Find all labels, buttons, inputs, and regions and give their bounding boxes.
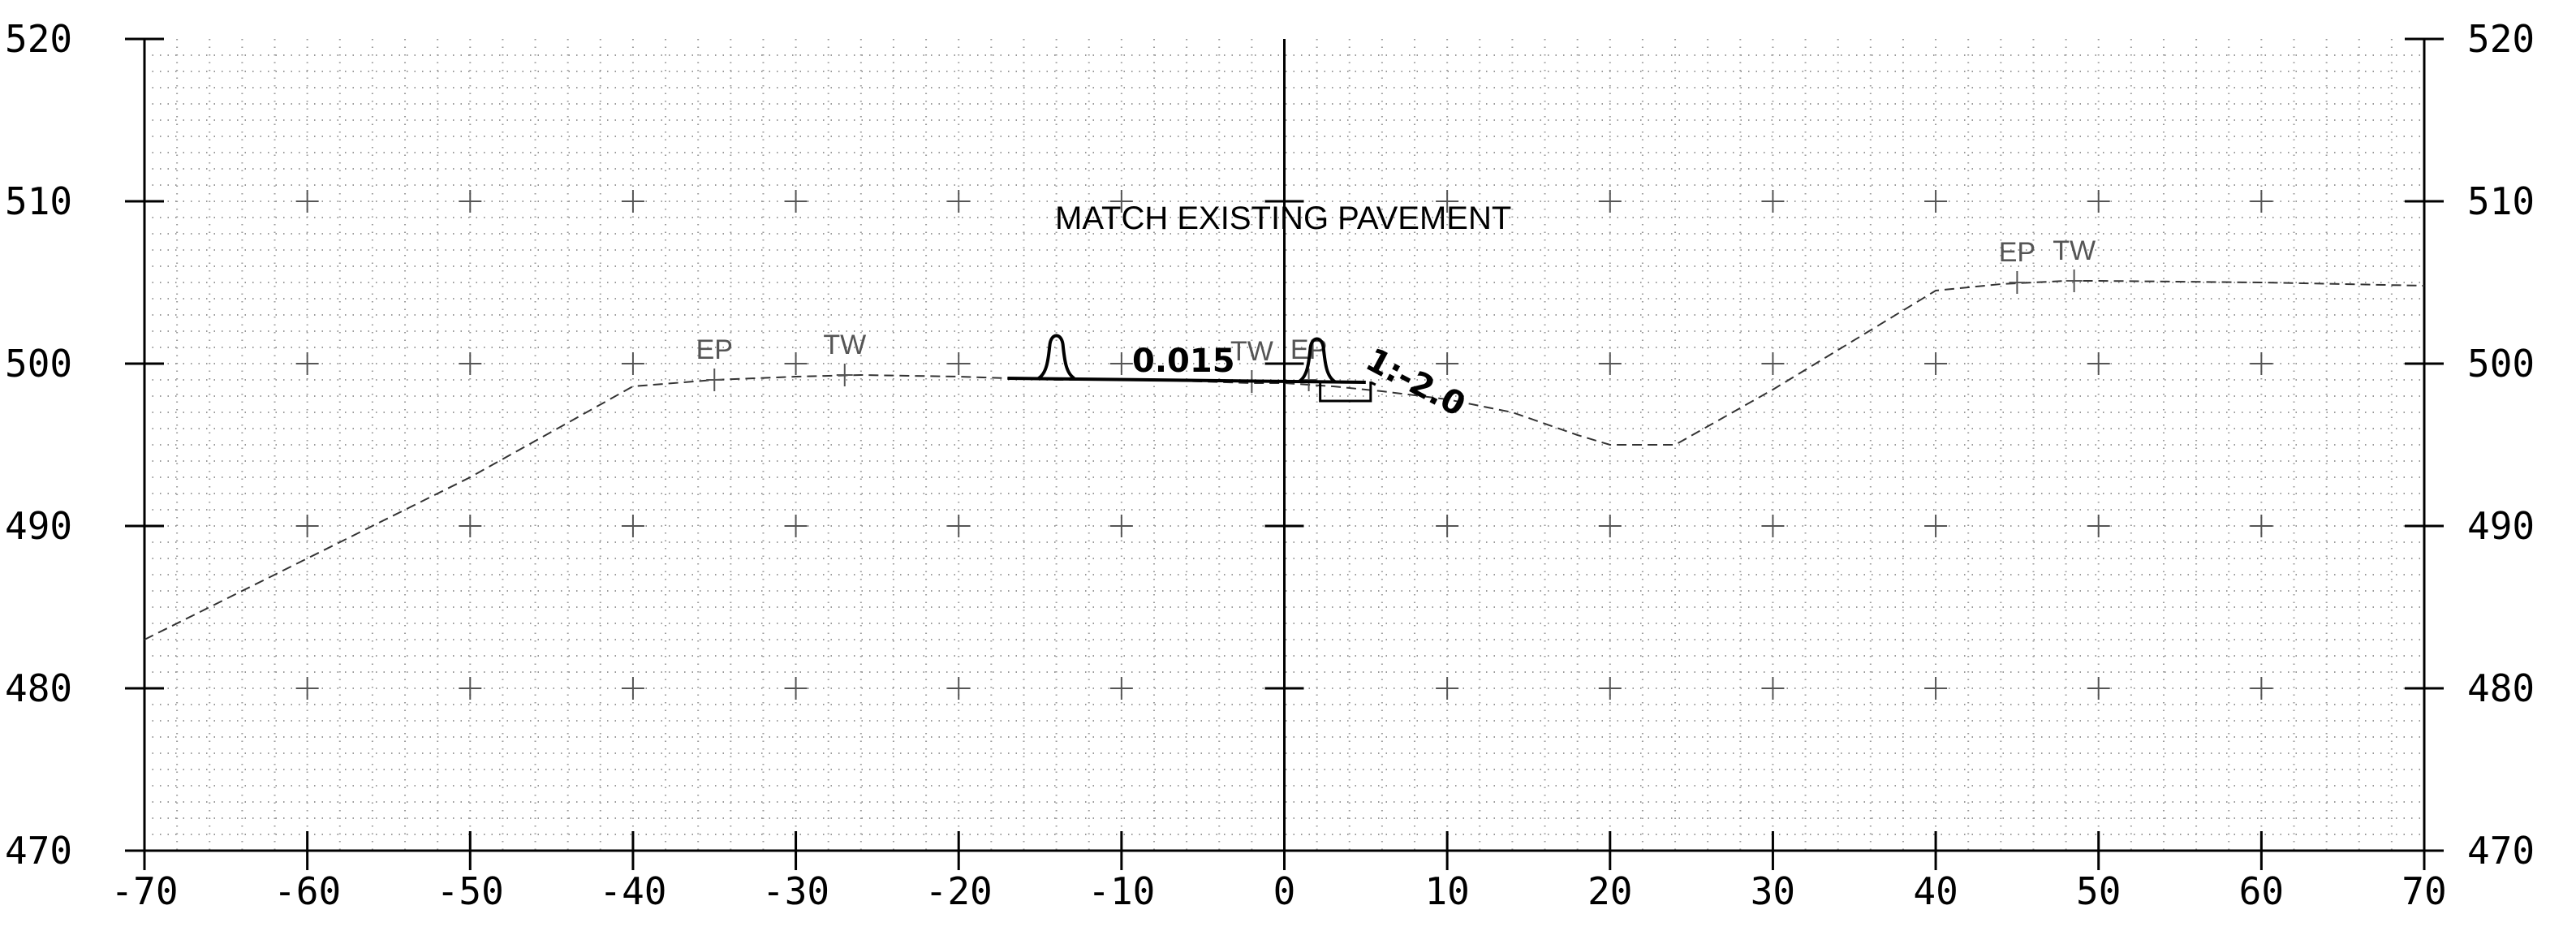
x-tick-label: -10 bbox=[1088, 869, 1155, 913]
y-tick-label-right: 520 bbox=[2467, 17, 2535, 61]
grid-plus-marker bbox=[784, 677, 808, 700]
grid-plus-marker bbox=[1598, 515, 1622, 537]
y-tick-labels-right: 470 480 490 500 510 520 bbox=[2467, 17, 2535, 873]
grid-plus-marker bbox=[947, 515, 971, 537]
x-tick-label: 50 bbox=[2076, 869, 2121, 913]
grid-plus-marker bbox=[295, 677, 319, 700]
grid-plus-marker bbox=[459, 515, 482, 537]
proposed-pavement-line bbox=[1007, 377, 1366, 384]
axes bbox=[125, 37, 2444, 870]
x-tick-label: -60 bbox=[274, 869, 341, 913]
grid-plus-marker bbox=[1598, 190, 1622, 213]
grid-plus-marker bbox=[947, 352, 971, 375]
concrete-barrier bbox=[1037, 334, 1075, 380]
grid-plus-marker bbox=[1109, 515, 1133, 537]
side-slope-tieline bbox=[1370, 381, 1376, 386]
grid-plus-marker bbox=[1436, 677, 1459, 700]
grid-plus-marker bbox=[947, 190, 971, 213]
y-tick-labels-left: 470 480 490 500 510 520 bbox=[5, 17, 72, 873]
x-tick-label: 20 bbox=[1587, 869, 1632, 913]
grid-plus-marker bbox=[2087, 352, 2110, 375]
grid-plus-marker bbox=[621, 190, 644, 213]
grid-plus-marker bbox=[1761, 190, 1785, 213]
grid-plus-marker bbox=[1109, 677, 1133, 700]
y-tick-label-left: 470 bbox=[5, 829, 72, 873]
x-tick-label: -40 bbox=[599, 869, 666, 913]
x-tick-label: 70 bbox=[2402, 869, 2446, 913]
grid-plus-marker bbox=[1924, 515, 1948, 537]
point-label: TW bbox=[1230, 336, 1273, 367]
grid-plus-marker bbox=[295, 515, 319, 537]
x-tick-label: 30 bbox=[1751, 869, 1795, 913]
y-tick-label-left: 500 bbox=[5, 342, 72, 386]
grid-plus-marker bbox=[947, 677, 971, 700]
point-label: EP bbox=[696, 334, 733, 365]
grid-plus-marker bbox=[1924, 677, 1948, 700]
x-tick-label: -50 bbox=[437, 869, 504, 913]
grid-plus-marker bbox=[459, 190, 482, 213]
grid-plus-marker bbox=[1924, 352, 1948, 375]
grid-plus-marker bbox=[1109, 352, 1133, 375]
point-label: EP bbox=[1999, 237, 2035, 268]
grid-plus-marker bbox=[621, 352, 644, 375]
grid-plus-marker bbox=[459, 677, 482, 700]
grid-plus-marker bbox=[459, 352, 482, 375]
x-tick-label: 10 bbox=[1424, 869, 1469, 913]
match-existing-note: MATCH EXISTING PAVEMENT bbox=[1055, 200, 1511, 236]
x-tick-label: -20 bbox=[925, 869, 993, 913]
x-tick-label: 60 bbox=[2239, 869, 2284, 913]
grid-plus-marker bbox=[1436, 190, 1459, 213]
grid-plus-marker bbox=[621, 515, 644, 537]
grid-plus-marker bbox=[1109, 190, 1133, 213]
grid-plus-marker bbox=[1761, 677, 1785, 700]
y-tick-label-left: 520 bbox=[5, 17, 72, 61]
grid-plus-marker bbox=[784, 515, 808, 537]
x-tick-label: 0 bbox=[1273, 869, 1296, 913]
concrete-barrier bbox=[1298, 337, 1336, 383]
grid-plus-marker bbox=[1761, 515, 1785, 537]
y-tick-label-right: 510 bbox=[2467, 179, 2535, 223]
proposed-section bbox=[1007, 334, 1376, 403]
point-label: TW bbox=[2053, 235, 2096, 266]
grid-plus-marker bbox=[784, 352, 808, 375]
y-tick-label-right: 500 bbox=[2467, 342, 2535, 386]
y-tick-label-right: 470 bbox=[2467, 829, 2535, 873]
grid-plus-marker bbox=[2250, 352, 2273, 375]
x-tick-labels: -70 -60 -50 -40 -30 -20 -10 0 10 20 30 40 50 60 70 bbox=[110, 869, 2446, 913]
x-tick-label: -70 bbox=[110, 869, 178, 913]
grid-plus-marker bbox=[1598, 352, 1622, 375]
grid-plus-marker bbox=[1436, 515, 1459, 537]
grid-plus-marker bbox=[2087, 515, 2110, 537]
grid-plus-marker bbox=[2250, 677, 2273, 700]
x-tick-label: -30 bbox=[762, 869, 829, 913]
grid-plus-marker bbox=[1924, 190, 1948, 213]
y-tick-label-left: 490 bbox=[5, 504, 72, 548]
grid-plus-marker bbox=[2250, 515, 2273, 537]
y-tick-label-left: 510 bbox=[5, 179, 72, 223]
grid-plus-marker bbox=[1436, 352, 1459, 375]
grid-plus-marker bbox=[2250, 190, 2273, 213]
grid-plus-marker bbox=[295, 190, 319, 213]
grid-plus-marker bbox=[1598, 677, 1622, 700]
grid-plus-marker bbox=[621, 677, 644, 700]
grid-plus-marker bbox=[2087, 190, 2110, 213]
point-label: TW bbox=[823, 330, 866, 360]
y-tick-label-right: 480 bbox=[2467, 666, 2535, 710]
y-tick-label-left: 480 bbox=[5, 666, 72, 710]
x-tick-label: 40 bbox=[1913, 869, 1958, 913]
side-slope-label: 1:-2.0 bbox=[1359, 341, 1471, 424]
subgrade-box bbox=[1319, 381, 1372, 403]
grid-plus-markers bbox=[295, 190, 2273, 700]
grid-plus-marker bbox=[2087, 677, 2110, 700]
grid-plus-marker bbox=[1761, 352, 1785, 375]
grid-plus-marker bbox=[784, 190, 808, 213]
grid-plus-marker bbox=[295, 352, 319, 375]
cross-slope-label: 0.015 bbox=[1132, 343, 1235, 380]
y-tick-label-right: 490 bbox=[2467, 504, 2535, 548]
